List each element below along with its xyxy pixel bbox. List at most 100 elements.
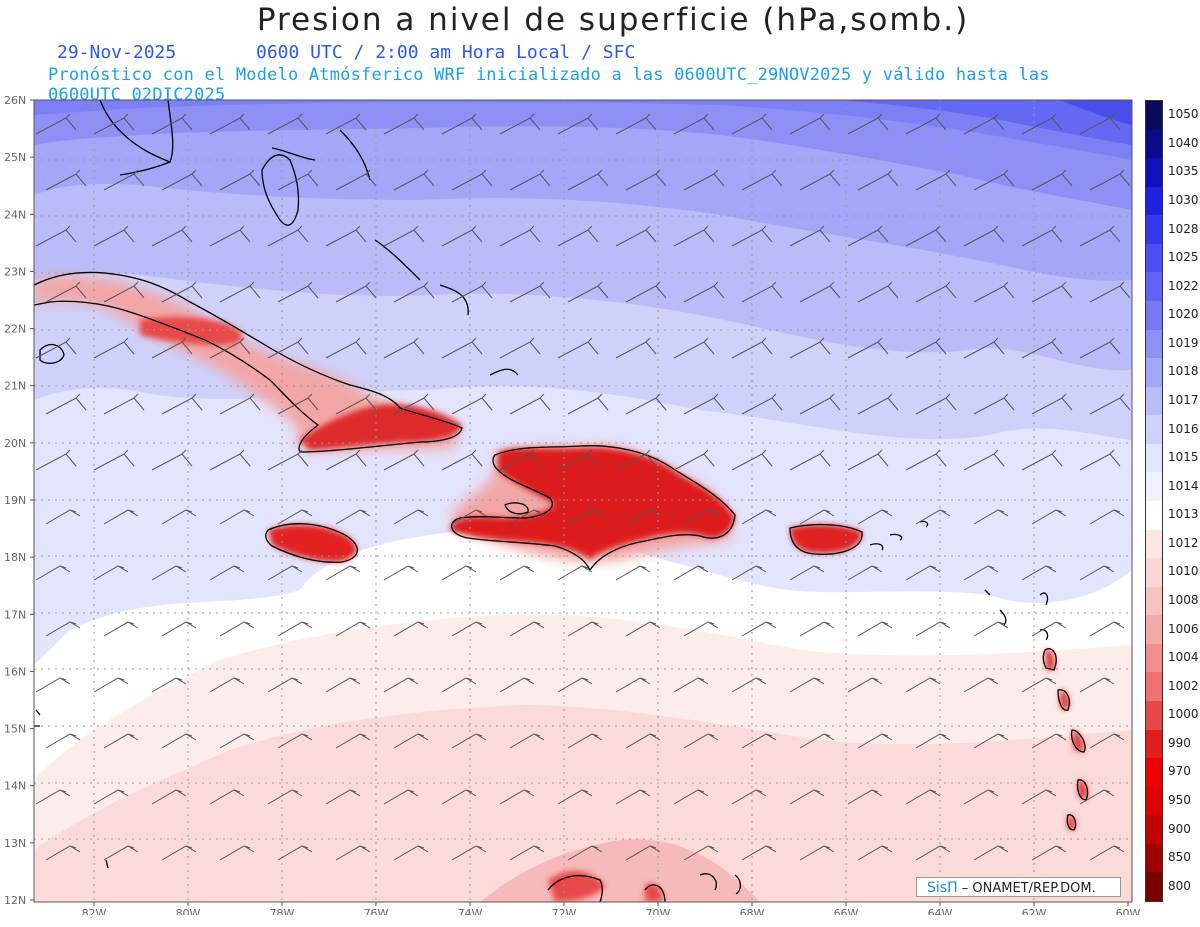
wind-barb bbox=[45, 621, 81, 637]
wind-barb bbox=[103, 169, 145, 191]
wind-barb bbox=[441, 337, 483, 359]
wind-barb bbox=[847, 225, 889, 247]
latitude-label: 22N bbox=[4, 323, 26, 336]
wind-barb bbox=[383, 225, 425, 247]
wind-barb bbox=[799, 393, 841, 415]
wind-barb bbox=[93, 113, 135, 135]
wind-barb bbox=[1031, 509, 1067, 525]
wind-barb bbox=[963, 565, 999, 581]
wind-barb bbox=[93, 565, 129, 581]
color-scale-label: 1000 bbox=[1168, 707, 1199, 722]
jamaica-red bbox=[268, 524, 357, 562]
wind-barb bbox=[799, 509, 835, 525]
wind-barb bbox=[35, 225, 77, 247]
wind-barb bbox=[209, 449, 251, 471]
wind-barb bbox=[277, 281, 319, 303]
color-scale-label: 1006 bbox=[1168, 621, 1199, 636]
wind-barb bbox=[683, 509, 719, 525]
color-scale-label: 1022 bbox=[1168, 278, 1199, 293]
color-swatch bbox=[1146, 472, 1162, 502]
wind-barb bbox=[35, 449, 77, 471]
latitude-label: 18N bbox=[4, 551, 26, 564]
wind-barb bbox=[1031, 169, 1073, 191]
wind-barb bbox=[325, 789, 361, 805]
wind-barb bbox=[625, 281, 667, 303]
wind-barb bbox=[35, 677, 71, 693]
color-scale-label: 970 bbox=[1168, 764, 1191, 779]
wind-barb bbox=[963, 113, 1005, 135]
color-swatch bbox=[1146, 615, 1162, 645]
wind-barb bbox=[209, 677, 245, 693]
wind-barb bbox=[857, 845, 893, 861]
wind-barb bbox=[451, 733, 487, 749]
wind-barb bbox=[267, 113, 309, 135]
wind-barb bbox=[799, 621, 835, 637]
wind-barb bbox=[277, 845, 313, 861]
wind-barb bbox=[789, 449, 831, 471]
pressure-band-1022 bbox=[34, 100, 1132, 160]
wind-barb bbox=[789, 337, 831, 359]
wind-barb bbox=[741, 845, 777, 861]
wind-barb bbox=[93, 449, 135, 471]
wind-barb bbox=[151, 225, 193, 247]
color-swatch bbox=[1146, 386, 1162, 416]
pressure-band-1020 bbox=[34, 100, 1132, 210]
pressure-map: 26N 25N 24N 23N 22N 21N 20N 19N 18N 17N 16N 15N 14N 1… bbox=[4, 94, 1140, 915]
color-scale bbox=[1145, 100, 1163, 902]
longitude-label: 76W bbox=[364, 907, 389, 915]
wind-barb bbox=[1079, 113, 1121, 135]
wind-barb bbox=[393, 393, 435, 415]
pressure-band-1025 bbox=[840, 100, 1132, 145]
color-swatch bbox=[1146, 158, 1162, 188]
florida-keys bbox=[119, 161, 171, 176]
wind-barb bbox=[973, 509, 1009, 525]
wind-barb bbox=[963, 337, 1005, 359]
color-scale-label: 1012 bbox=[1168, 535, 1199, 550]
wind-barb bbox=[799, 733, 835, 749]
wind-barb bbox=[35, 113, 77, 135]
wind-barb bbox=[161, 393, 203, 415]
wind-barb bbox=[615, 225, 657, 247]
longitude-label: 68W bbox=[740, 907, 765, 915]
wind-barb bbox=[45, 169, 87, 191]
longitude-label: 82W bbox=[82, 907, 107, 915]
wind-barb bbox=[557, 789, 593, 805]
wind-barb bbox=[973, 845, 1009, 861]
pressure-band-1028 bbox=[1060, 100, 1132, 125]
wind-barb bbox=[151, 565, 187, 581]
wind-barb bbox=[1031, 393, 1073, 415]
color-scale-label: 1025 bbox=[1168, 250, 1199, 265]
wind-barb bbox=[741, 281, 783, 303]
wind-barb bbox=[103, 509, 139, 525]
hispaniola-red bbox=[450, 447, 735, 560]
wind-barb bbox=[673, 449, 715, 471]
wind-barb bbox=[325, 113, 367, 135]
color-swatch bbox=[1146, 101, 1162, 131]
wind-barb bbox=[741, 169, 783, 191]
wind-barb bbox=[441, 677, 477, 693]
color-swatch bbox=[1146, 672, 1162, 702]
lesser-antilles-red bbox=[1045, 649, 1088, 830]
color-scale-label: 850 bbox=[1168, 850, 1191, 865]
color-swatch bbox=[1146, 415, 1162, 445]
color-swatch bbox=[1146, 815, 1162, 845]
wind-barb bbox=[567, 733, 603, 749]
wind-barb bbox=[267, 337, 309, 359]
wind-barb bbox=[615, 449, 657, 471]
longitude-label: 66W bbox=[834, 907, 859, 915]
color-scale-label: 1017 bbox=[1168, 393, 1199, 407]
wind-barb bbox=[325, 677, 361, 693]
wind-barb bbox=[963, 789, 999, 805]
sispi-logo: SisΠ bbox=[927, 880, 958, 896]
latitude-label: 26N bbox=[4, 94, 26, 107]
wind-barb bbox=[451, 845, 487, 861]
wind-barb bbox=[277, 621, 313, 637]
longitude-label: 78W bbox=[270, 907, 295, 915]
wind-barb bbox=[567, 393, 609, 415]
wind-barb bbox=[383, 337, 425, 359]
wind-barb bbox=[219, 169, 261, 191]
wind-barb bbox=[1089, 281, 1131, 303]
latitude-label: 17N bbox=[4, 608, 26, 621]
wind-barb bbox=[799, 169, 841, 191]
wind-barb bbox=[963, 225, 1005, 247]
